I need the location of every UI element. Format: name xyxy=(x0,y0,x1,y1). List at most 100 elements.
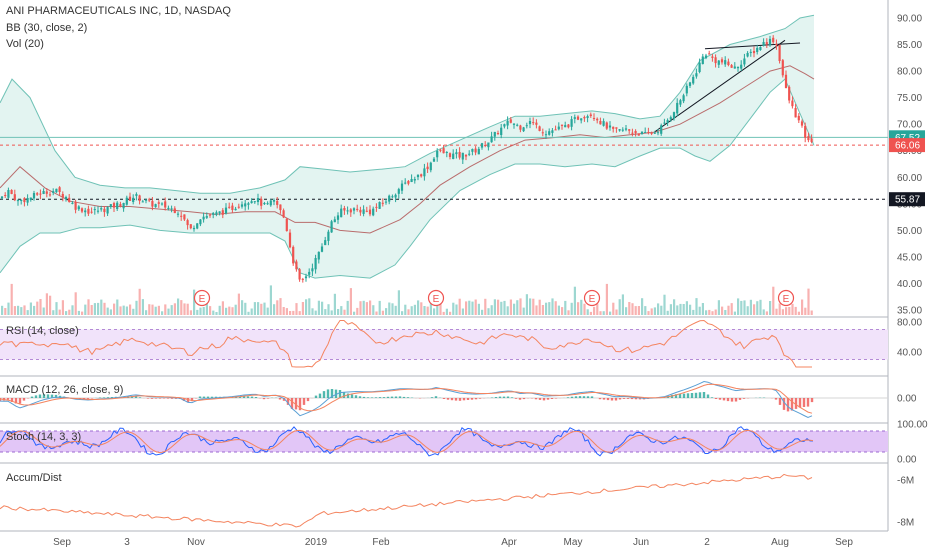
macd-histogram-bar xyxy=(538,398,542,400)
macd-histogram-bar xyxy=(54,394,58,398)
accum-dist-pane-title[interactable]: Accum/Dist xyxy=(6,472,62,484)
volume-bar xyxy=(317,300,320,315)
macd-histogram-bar xyxy=(350,394,354,398)
volume-bar xyxy=(609,311,612,315)
volume-bar xyxy=(644,306,647,315)
candle xyxy=(164,201,167,208)
candle xyxy=(464,154,468,157)
volume-bar xyxy=(305,299,308,315)
candle xyxy=(36,193,39,195)
volume-bar xyxy=(417,300,420,315)
bollinger-basis-line xyxy=(0,65,815,234)
volume-bar xyxy=(202,307,205,315)
candle xyxy=(384,201,388,203)
candle xyxy=(64,197,68,200)
candle xyxy=(4,195,7,196)
candle xyxy=(52,191,55,193)
rsi-line xyxy=(0,319,812,368)
rsi-tick-label: 40.00 xyxy=(897,348,922,359)
volume-bar xyxy=(785,307,788,315)
macd-histogram-bar xyxy=(390,396,394,398)
volume-bar xyxy=(529,298,532,315)
volume-study-label[interactable]: Vol (20) xyxy=(6,38,44,50)
candle xyxy=(285,218,288,231)
candle xyxy=(228,206,231,208)
stoch-pane-title[interactable]: Stoch (14, 3, 3) xyxy=(6,431,82,443)
candle xyxy=(567,124,570,128)
candle xyxy=(311,268,314,272)
volume-bar xyxy=(593,306,596,315)
volume-bar xyxy=(810,310,813,315)
volume-bar xyxy=(516,300,519,315)
volume-bar xyxy=(535,305,538,315)
bb-study-label[interactable]: BB (30, close, 2) xyxy=(6,22,88,34)
rsi-pane-title[interactable]: RSI (14, close) xyxy=(6,325,79,337)
macd-histogram-bar xyxy=(786,398,790,412)
candle xyxy=(714,57,717,64)
macd-histogram-bar xyxy=(514,398,518,399)
volume-bar xyxy=(84,304,87,315)
volume-bar xyxy=(138,288,141,315)
candle xyxy=(730,65,733,68)
macd-histogram-bar xyxy=(790,398,794,411)
candle xyxy=(74,201,77,210)
volume-bar xyxy=(781,309,784,315)
macd-histogram-bar xyxy=(342,392,346,398)
candle xyxy=(506,120,509,126)
candle xyxy=(10,190,13,194)
volume-bar xyxy=(10,283,13,315)
candle xyxy=(474,148,477,153)
earnings-marker xyxy=(777,289,795,307)
volume-bar xyxy=(778,303,781,315)
volume-bar xyxy=(39,299,42,315)
candle xyxy=(359,209,362,213)
volume-bar xyxy=(714,309,717,315)
candle xyxy=(484,145,487,146)
volume-bar xyxy=(602,311,605,315)
volume-bar xyxy=(385,308,388,315)
candle xyxy=(260,198,263,206)
macd-histogram-bar xyxy=(210,396,214,398)
candle xyxy=(618,129,621,131)
volume-bar xyxy=(564,300,567,315)
volume-bar xyxy=(557,305,560,315)
macd-histogram-bar xyxy=(170,398,174,399)
candle xyxy=(391,196,394,198)
candle xyxy=(202,216,205,220)
volume-bar xyxy=(26,310,29,315)
volume-bar xyxy=(49,295,52,315)
macd-pane-title[interactable]: MACD (12, 26, close, 9) xyxy=(6,384,124,396)
volume-bar xyxy=(493,299,496,315)
candle xyxy=(352,208,356,211)
candle xyxy=(48,194,52,196)
candle xyxy=(800,121,804,126)
macd-histogram-bar xyxy=(298,398,302,411)
candle xyxy=(135,194,138,196)
volume-bar xyxy=(573,286,576,315)
volume-bar xyxy=(733,311,736,315)
candle xyxy=(701,56,704,64)
candle xyxy=(167,207,170,209)
time-axis-label: May xyxy=(564,537,583,548)
volume-bar xyxy=(423,306,426,315)
candle xyxy=(679,100,682,105)
candle xyxy=(573,117,576,119)
macd-histogram-bar xyxy=(262,398,266,400)
candle xyxy=(720,59,724,63)
macd-histogram-bar xyxy=(382,397,386,398)
candle xyxy=(688,82,692,86)
candle xyxy=(560,124,564,126)
time-axis-label: Apr xyxy=(501,537,517,548)
volume-bar xyxy=(452,302,455,315)
macd-histogram-bar xyxy=(334,389,338,398)
volume-bar xyxy=(705,310,708,315)
macd-histogram-bar xyxy=(370,397,374,398)
volume-bar xyxy=(257,302,260,315)
volume-bar xyxy=(807,288,810,315)
macd-histogram-bar xyxy=(246,396,250,398)
candle xyxy=(471,149,474,152)
macd-histogram-bar xyxy=(618,398,622,400)
volume-bar xyxy=(804,307,807,315)
volume-bar xyxy=(548,302,551,315)
